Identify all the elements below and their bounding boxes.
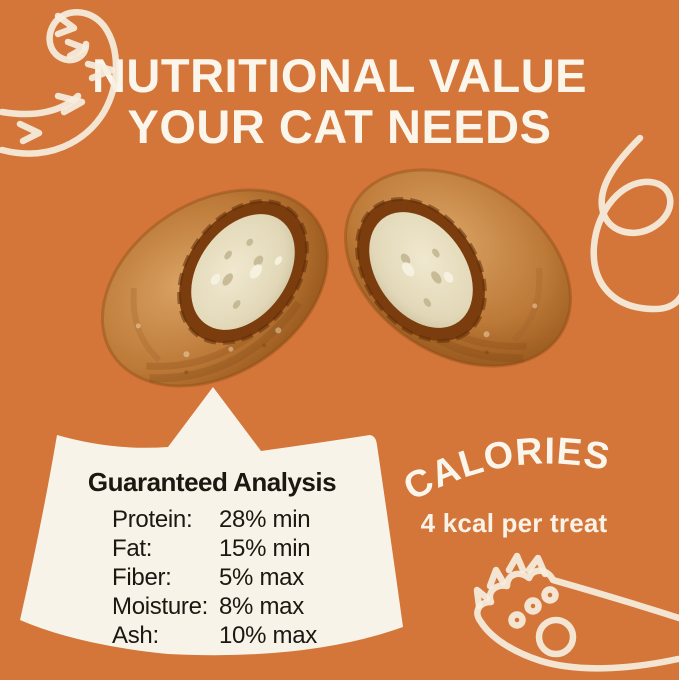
title-line-2: YOUR CAT NEEDS — [127, 100, 552, 153]
analysis-value: 5% max — [219, 564, 304, 591]
analysis-label: Protein: — [112, 506, 193, 533]
analysis-table: Protein: 28% min Fat: 15% min Fiber: 5% … — [112, 505, 406, 650]
analysis-value: 28% min — [219, 506, 311, 533]
treat-right-half — [343, 168, 573, 368]
calories-title: CALORIES — [397, 429, 613, 508]
calories-subtitle: 4 kcal per treat — [420, 508, 608, 538]
treat-left-half — [100, 188, 330, 388]
analysis-title: Guaranteed Analysis — [87, 467, 337, 497]
analysis-value: 10% max — [219, 622, 317, 649]
loop-squiggle-doodle-icon — [590, 134, 679, 313]
analysis-row: Moisture: 8% max — [112, 592, 406, 621]
analysis-row: Protein: 28% min — [112, 505, 406, 534]
analysis-label: Moisture: — [112, 593, 208, 620]
treats-photo — [100, 168, 573, 388]
analysis-value: 8% max — [219, 593, 304, 620]
analysis-label: Ash: — [112, 622, 159, 649]
analysis-row: Ash: 10% max — [112, 621, 406, 650]
analysis-row: Fiber: 5% max — [112, 563, 406, 592]
speech-bubble-shape — [20, 387, 403, 656]
calories-arched-title: CALORIES — [397, 429, 613, 508]
page-title: NUTRITIONAL VALUE YOUR CAT NEEDS — [0, 0, 679, 152]
analysis-label: Fat: — [112, 535, 153, 562]
cat-paw-doodle-icon — [473, 552, 679, 672]
svg-text:CALORIES: CALORIES — [397, 429, 614, 508]
guaranteed-analysis-bubble: Guaranteed Analysis Protein: 28% min Fat… — [18, 383, 406, 663]
analysis-row: Fat: 15% min — [112, 534, 406, 563]
fish-curl-doodle-icon — [0, 9, 120, 157]
analysis-value: 15% min — [219, 535, 311, 562]
calories-callout: CALORIES 4 kcal per treat — [397, 429, 626, 539]
analysis-label: Fiber: — [112, 564, 172, 591]
title-line-1: NUTRITIONAL VALUE — [91, 49, 588, 102]
